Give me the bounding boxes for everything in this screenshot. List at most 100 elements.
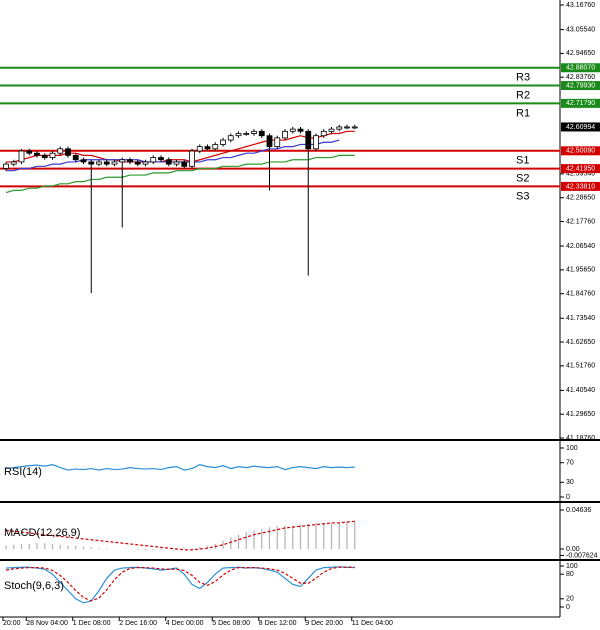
level-price-label: 42.79930 — [566, 82, 595, 89]
last-price-label: 42.60994 — [566, 124, 595, 131]
indicator-line — [5, 566, 355, 602]
last-price-box — [561, 122, 600, 132]
histogram-bar — [137, 548, 139, 550]
histogram-bar — [13, 544, 15, 549]
histogram-bar — [292, 525, 294, 549]
histogram-bar — [160, 548, 162, 550]
histogram-bar — [206, 545, 209, 549]
histogram-bar — [276, 526, 278, 549]
moving-average — [6, 130, 355, 163]
x-tick-label: 11 Dec 04:00 — [352, 620, 393, 627]
candle-body — [173, 161, 180, 165]
histogram-bar — [245, 532, 247, 549]
histogram-bar — [346, 521, 348, 549]
y-tick-label: 42.94650 — [566, 50, 595, 57]
level-label: R2 — [516, 89, 530, 101]
level-label: S2 — [516, 173, 529, 185]
y-tick-label: 41.51760 — [566, 363, 595, 370]
candle-body — [266, 135, 273, 148]
y-tick-label: 0 — [566, 604, 570, 611]
level-label: S1 — [516, 155, 529, 167]
candle-body — [34, 152, 40, 156]
histogram-bar — [75, 545, 77, 549]
x-tick-label: 20:00 — [3, 620, 21, 627]
histogram-bar — [5, 545, 7, 549]
candle-body — [289, 128, 296, 132]
x-tick-label: 8 Dec 12:00 — [259, 620, 297, 627]
candle-body — [336, 126, 343, 130]
candle-body — [49, 152, 56, 158]
moving-average — [6, 139, 340, 172]
level-price-box — [561, 164, 600, 174]
y-tick-label: 41.40540 — [566, 387, 595, 394]
level-price-label: 42.71790 — [566, 100, 595, 107]
candle-body — [258, 130, 265, 137]
histogram-bar — [284, 525, 286, 549]
moving-average — [5, 154, 355, 194]
y-tick-label: 42.83760 — [566, 74, 595, 81]
y-tick-label: 0.00 — [566, 546, 580, 553]
y-tick-label: 41.29650 — [566, 411, 595, 418]
candle-body — [320, 130, 327, 137]
histogram-bar — [28, 543, 30, 549]
histogram-bar — [20, 543, 23, 549]
level-price-box — [561, 146, 600, 156]
y-tick-label: 43.05540 — [566, 26, 595, 33]
candle-body — [305, 130, 312, 150]
candle-body — [282, 130, 288, 139]
candle-body — [57, 148, 64, 154]
panel-title: RSI(14) — [4, 466, 42, 478]
candle-body — [150, 157, 157, 163]
candle-body — [181, 161, 188, 167]
candle-body — [26, 150, 33, 154]
x-tick-label: 4 Dec 00:00 — [166, 620, 204, 627]
histogram-bar — [315, 522, 317, 549]
histogram-bar — [144, 548, 147, 550]
y-tick-label: 42.17760 — [566, 218, 595, 225]
candle-body — [158, 157, 164, 161]
indicator-line — [5, 566, 355, 604]
histogram-bar — [338, 522, 340, 549]
candle-body — [41, 154, 48, 158]
y-tick-label: 41.18760 — [566, 435, 595, 442]
level-price-label: 42.50090 — [566, 148, 595, 155]
level-label: S3 — [516, 190, 529, 202]
candle-body — [3, 163, 9, 169]
level-price-box — [561, 98, 600, 108]
y-tick-label: 42.06540 — [566, 243, 595, 250]
histogram-bar — [268, 527, 271, 549]
candle-body — [111, 161, 118, 165]
candle-body — [235, 133, 242, 137]
x-tick-label: 5 Dec 08:00 — [212, 620, 250, 627]
y-tick-label: 0 — [566, 494, 570, 501]
signal-line — [5, 520, 355, 551]
candle-body — [10, 161, 17, 165]
candle-body — [344, 126, 350, 129]
histogram-bar — [183, 548, 185, 549]
y-tick-label: 20 — [566, 596, 574, 603]
histogram-bar — [354, 521, 356, 549]
level-price-label: 42.88070 — [566, 65, 595, 72]
histogram-bar — [330, 522, 333, 549]
level-label: R1 — [516, 107, 530, 119]
y-tick-label: 100 — [566, 563, 578, 570]
x-tick-label: 9 Dec 20:00 — [305, 620, 343, 627]
candle-body — [351, 126, 358, 129]
histogram-bar — [106, 548, 108, 549]
candle-body — [328, 128, 335, 132]
histogram-bar — [230, 537, 232, 549]
level-label: R3 — [516, 72, 530, 84]
y-tick-label: 41.95650 — [566, 267, 595, 274]
histogram-bar — [82, 546, 85, 549]
level-price-box — [561, 81, 600, 91]
level-price-box — [561, 63, 600, 73]
y-tick-label: 100 — [566, 445, 578, 452]
candle-body — [80, 159, 87, 163]
level-price-box — [561, 181, 600, 191]
y-tick-label: 41.84760 — [566, 291, 595, 298]
y-tick-label: 41.73540 — [566, 315, 595, 322]
y-tick-label: 42.28650 — [566, 195, 595, 202]
y-tick-label: 43.16760 — [566, 2, 595, 9]
candle-body — [134, 161, 141, 165]
